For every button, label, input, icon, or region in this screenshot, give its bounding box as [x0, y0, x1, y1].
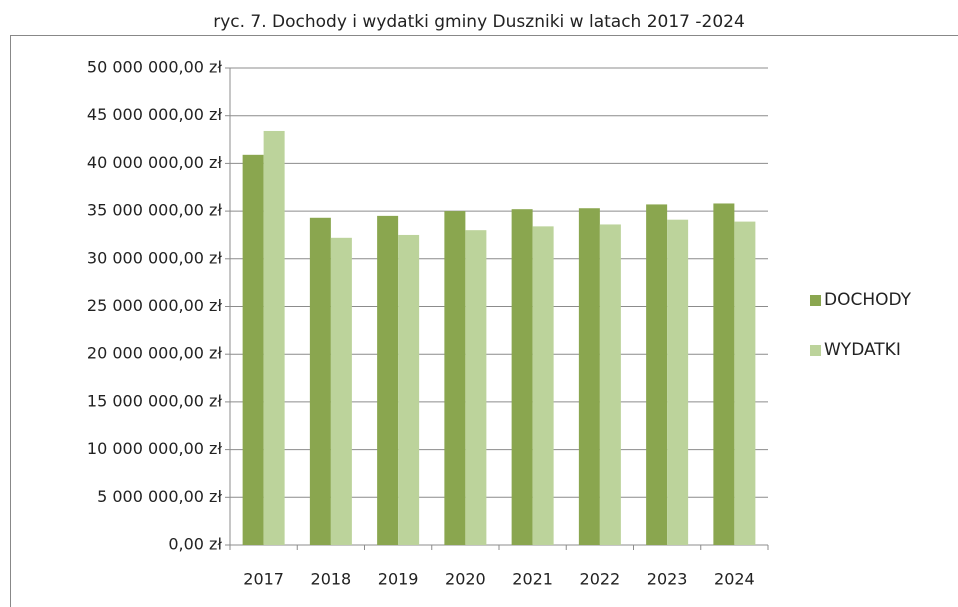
bar — [330, 237, 352, 545]
chart-border — [10, 35, 958, 607]
y-tick-label: 40 000 000,00 zł — [87, 153, 223, 172]
bar — [578, 208, 600, 545]
bar — [465, 230, 487, 545]
x-tick-label: 2017 — [243, 570, 284, 589]
bar — [667, 219, 689, 545]
bar — [309, 217, 331, 545]
x-tick-label: 2021 — [512, 570, 553, 589]
bar — [599, 224, 621, 545]
bar — [242, 154, 264, 545]
x-tick-label: 2019 — [378, 570, 419, 589]
bar — [646, 204, 668, 545]
y-tick-label: 25 000 000,00 zł — [87, 296, 223, 315]
y-tick-label: 15 000 000,00 zł — [87, 391, 223, 410]
bar — [532, 226, 554, 545]
legend-swatch — [810, 345, 821, 356]
y-tick-label: 5 000 000,00 zł — [97, 487, 222, 506]
x-tick-label: 2024 — [714, 570, 755, 589]
bar — [511, 209, 533, 545]
bar — [713, 203, 735, 545]
x-tick-label: 2023 — [647, 570, 688, 589]
x-tick-label: 2022 — [580, 570, 621, 589]
bar — [734, 221, 756, 545]
bar — [263, 130, 285, 546]
bar — [444, 211, 466, 545]
legend-label: DOCHODY — [824, 290, 912, 310]
y-tick-label: 0,00 zł — [168, 535, 222, 554]
y-tick-label: 30 000 000,00 zł — [87, 248, 223, 267]
bar — [377, 215, 399, 545]
legend-swatch — [810, 295, 821, 306]
bar — [398, 234, 420, 545]
y-tick-label: 45 000 000,00 zł — [87, 105, 223, 124]
y-tick-label: 50 000 000,00 zł — [87, 58, 223, 77]
y-tick-label: 10 000 000,00 zł — [87, 439, 223, 458]
y-tick-label: 35 000 000,00 zł — [87, 201, 223, 220]
x-tick-label: 2018 — [311, 570, 352, 589]
y-tick-label: 20 000 000,00 zł — [87, 344, 223, 363]
legend-label: WYDATKI — [824, 340, 901, 360]
chart-title: ryc. 7. Dochody i wydatki gminy Duszniki… — [213, 12, 745, 32]
x-tick-label: 2020 — [445, 570, 486, 589]
